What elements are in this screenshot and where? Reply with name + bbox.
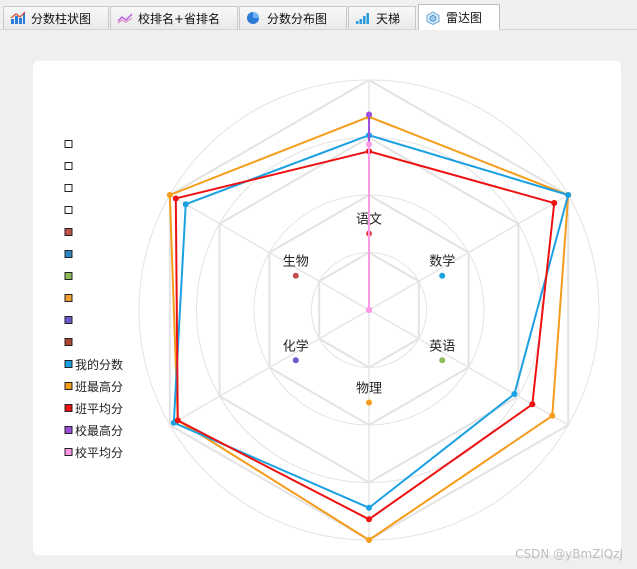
- series-point: [366, 307, 372, 313]
- tab-radar-chart[interactable]: 雷达图: [418, 4, 500, 30]
- legend-swatch: [64, 360, 73, 368]
- tab-label: 分数柱状图: [31, 11, 92, 26]
- tab-label: 分数分布图: [267, 11, 328, 26]
- indicator-marker: [292, 272, 299, 279]
- series-point: [174, 417, 181, 424]
- legend-swatch: [64, 162, 73, 170]
- radar-axis-line: [368, 309, 569, 426]
- legend-swatch: [64, 250, 73, 258]
- legend-swatch: [64, 316, 73, 324]
- ladder-chart-icon: [355, 11, 371, 25]
- tab-rank-line-chart[interactable]: 校排名+省排名: [110, 6, 238, 29]
- legend-swatch: [64, 206, 73, 214]
- series-point: [366, 516, 372, 523]
- series-line: [174, 150, 556, 521]
- tab-score-bar-chart[interactable]: 分数柱状图: [3, 6, 109, 29]
- radar-axis-line: [368, 194, 569, 311]
- tab-bar: 分数柱状图 校排名+省排名 分数分布图 天梯 雷达图: [0, 0, 637, 30]
- legend-swatch: [64, 404, 73, 412]
- bar-chart-icon: [10, 11, 26, 25]
- tab-label: 校排名+省排名: [138, 11, 221, 26]
- legend-swatch: [64, 382, 73, 390]
- indicator-label: 英语: [429, 339, 455, 354]
- radar-chart-panel: 语文 数学 英语 物理 化学 生物 我的分数 班最高分 班平均分 校最高分 校平均分: [33, 61, 621, 555]
- watermark: CSDN @yBmZlQzJ: [515, 547, 623, 561]
- series-point: [172, 195, 179, 202]
- indicator-label: 数学: [429, 254, 455, 270]
- legend-swatch: [64, 184, 73, 192]
- series-point: [366, 111, 372, 118]
- indicator-label: 化学: [283, 338, 309, 354]
- indicator-label: 生物: [283, 255, 309, 270]
- series-point: [182, 201, 189, 208]
- legend-label: 校平均分: [75, 445, 123, 460]
- legend-swatch: [64, 294, 73, 302]
- series-point: [529, 401, 536, 408]
- indicator-marker: [292, 357, 299, 364]
- radar-chart-icon: [425, 10, 441, 25]
- pie-chart-icon: [246, 11, 262, 25]
- legend-swatch: [64, 272, 73, 280]
- indicator-marker: [366, 399, 372, 406]
- legend-swatch: [64, 426, 73, 434]
- series-point: [366, 537, 372, 543]
- legend-label: 校最高分: [75, 423, 123, 438]
- legend-swatch: [64, 338, 73, 346]
- tab-label: 雷达图: [446, 11, 483, 25]
- series-point: [549, 412, 556, 419]
- series-point: [565, 192, 572, 198]
- radar-axis-line: [169, 309, 370, 426]
- legend-label: 我的分数: [75, 357, 123, 372]
- series-point: [511, 390, 518, 397]
- legend-swatch: [64, 448, 73, 456]
- tab-ladder[interactable]: 天梯: [348, 6, 416, 29]
- series-point: [551, 200, 558, 207]
- series-point: [366, 141, 372, 148]
- series-point: [366, 504, 372, 511]
- indicator-marker: [439, 357, 446, 364]
- indicator-marker: [439, 272, 446, 279]
- tab-score-distribution[interactable]: 分数分布图: [239, 6, 347, 29]
- legend-swatch: [64, 228, 73, 236]
- radar-axis-line: [169, 194, 370, 311]
- indicator-label: 物理: [356, 382, 382, 397]
- series-point: [166, 192, 173, 198]
- tab-label: 天梯: [376, 11, 401, 26]
- legend-label: 班平均分: [75, 402, 123, 416]
- line-chart-icon: [117, 11, 133, 25]
- legend-swatch: [64, 140, 73, 148]
- legend-label: 班最高分: [75, 379, 123, 394]
